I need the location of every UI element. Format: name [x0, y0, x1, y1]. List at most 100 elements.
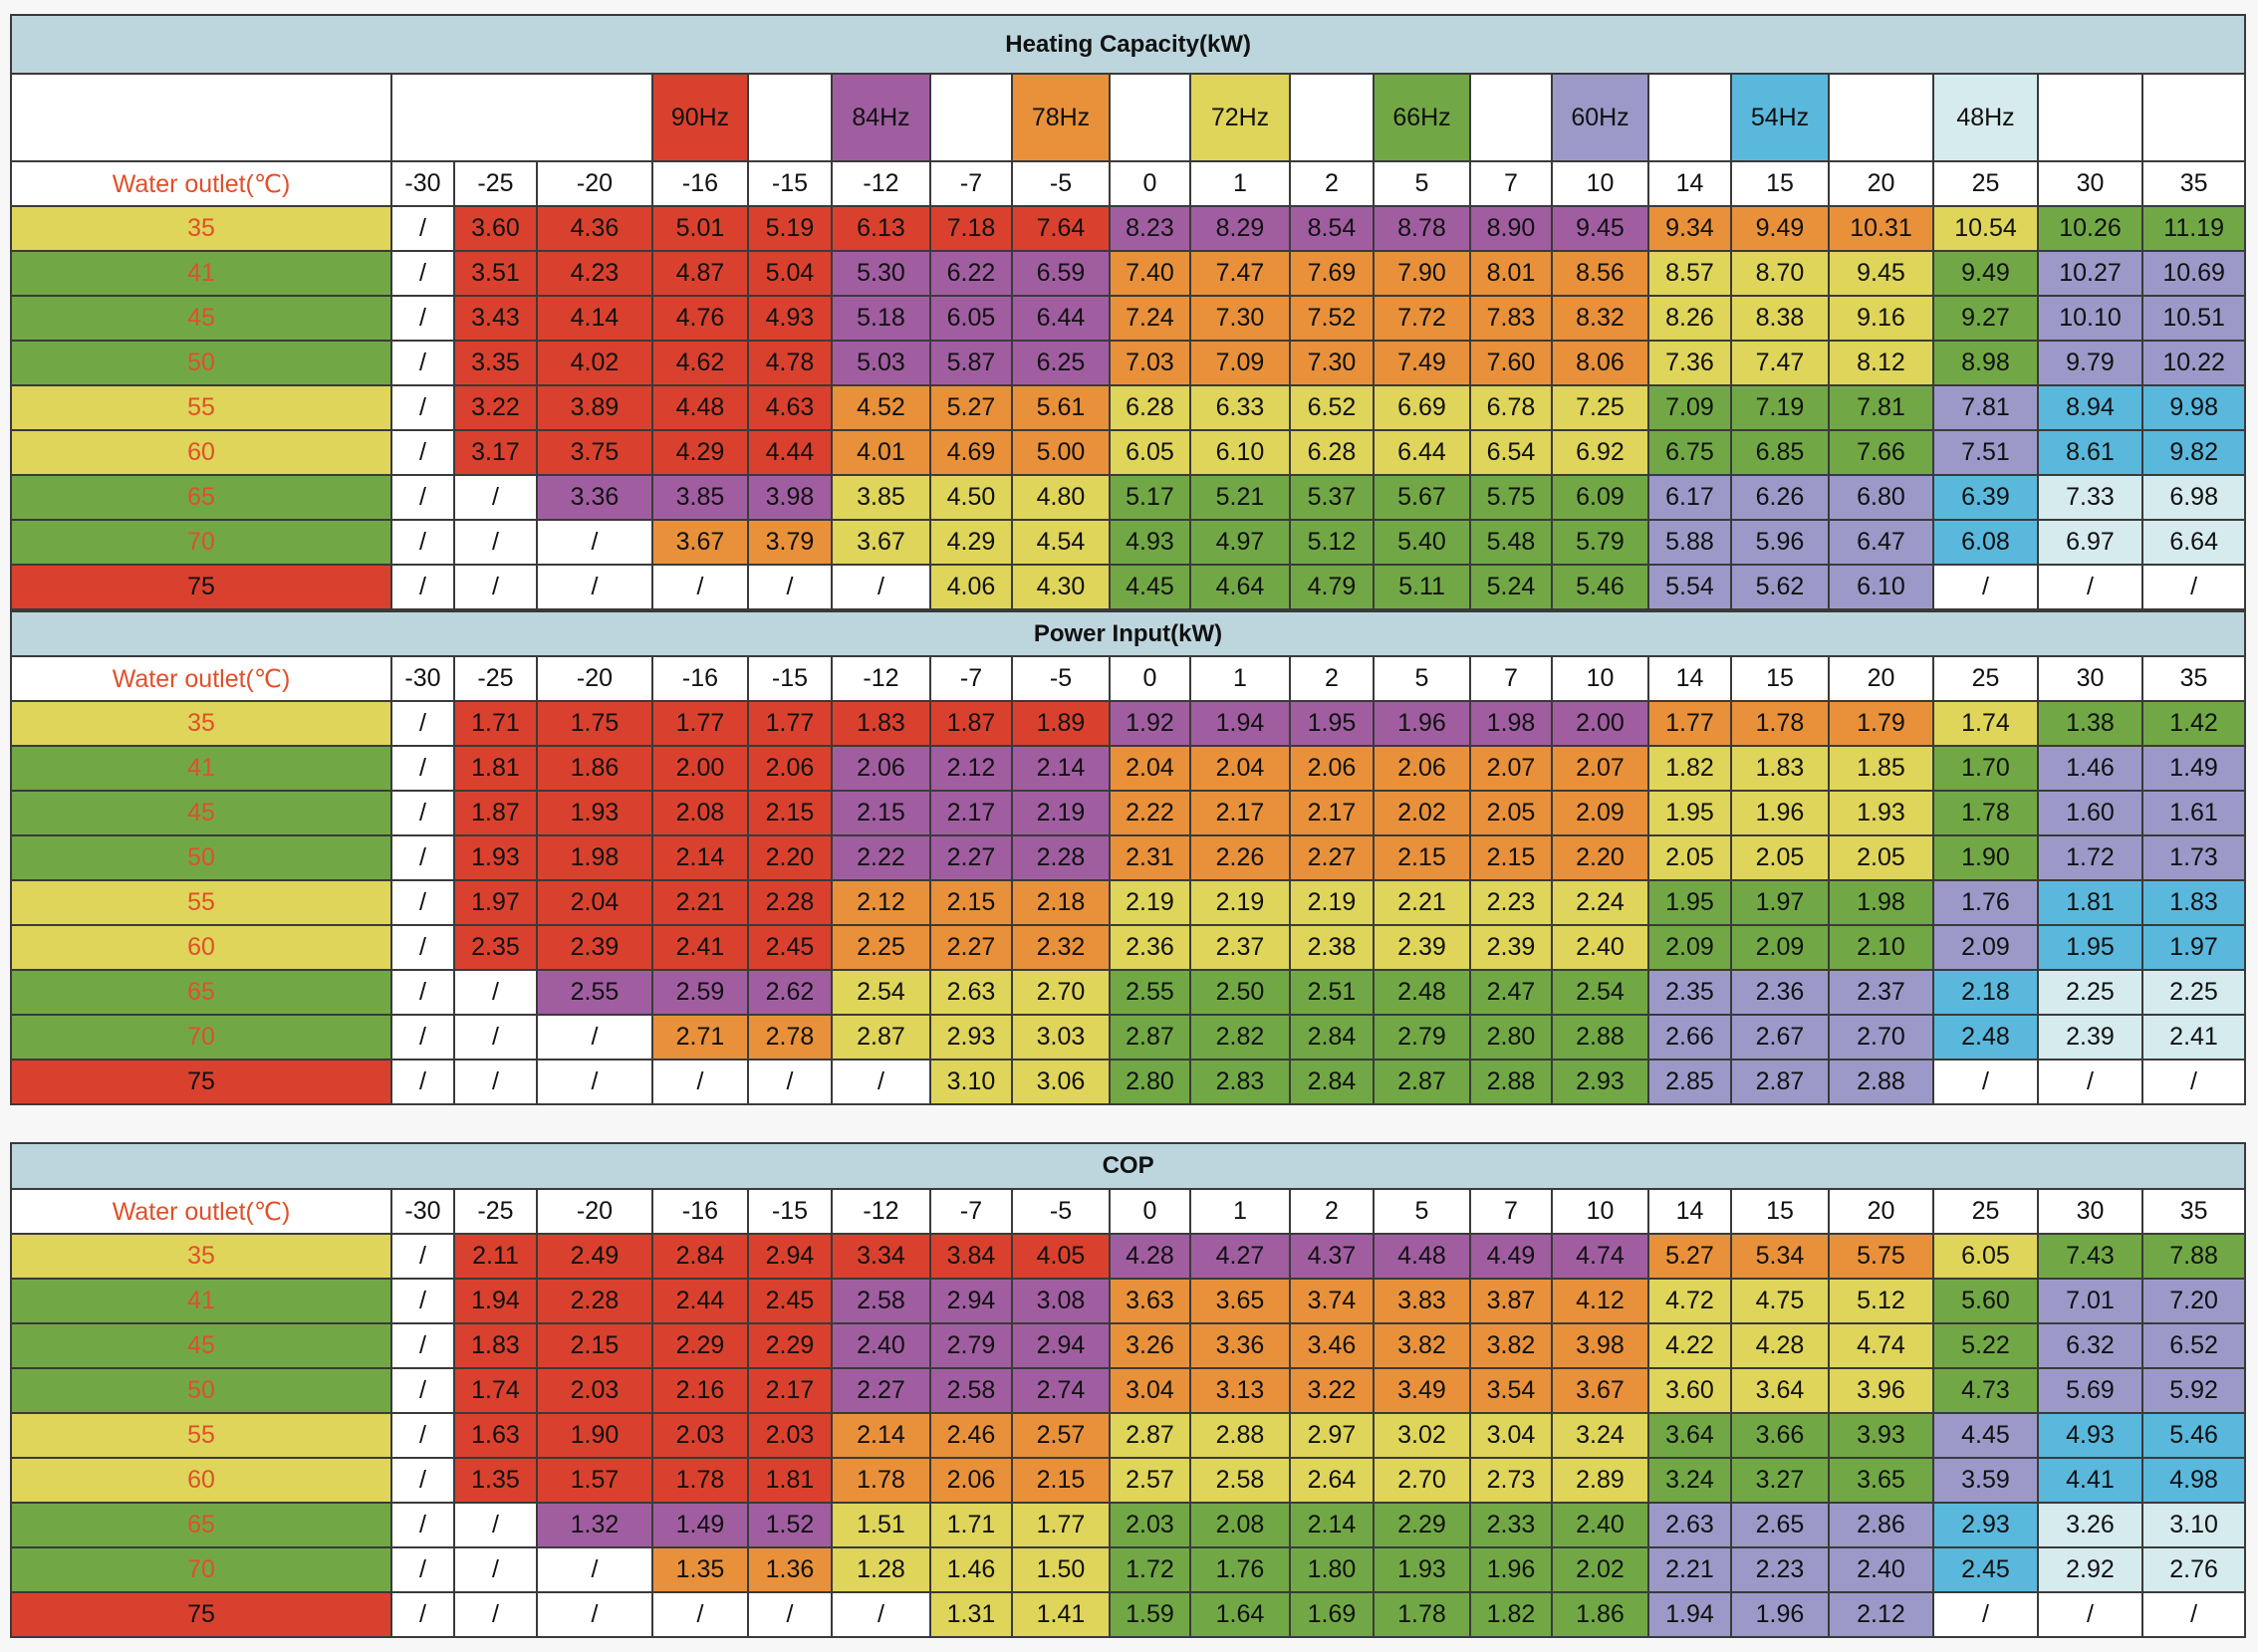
data-cell: 2.57	[1109, 1457, 1191, 1504]
data-cell: 1.35	[453, 1457, 538, 1504]
data-cell: 2.46	[929, 1412, 1013, 1459]
data-cell: 3.67	[831, 519, 931, 566]
table-row: 55/1.63 1.90 2.03 2.03 2.14 2.46 2.57 2.87 2.88 2…	[10, 1412, 2247, 1459]
frequency-label: 54Hz	[1730, 73, 1830, 162]
data-cell: 9.79	[2037, 340, 2143, 386]
data-cell: 2.28	[536, 1278, 653, 1324]
data-cell: 5.27	[929, 384, 1013, 431]
frequency-blank	[2037, 73, 2143, 162]
data-cell: 6.28	[1109, 384, 1191, 431]
data-cell: 6.09	[1551, 474, 1649, 521]
data-cell: 5.01	[651, 205, 749, 252]
ambient-temp-header: 5	[1373, 655, 1471, 702]
data-cell: 2.14	[1289, 1502, 1375, 1548]
data-cell: 2.37	[1828, 969, 1934, 1016]
data-cell: /	[453, 1502, 538, 1548]
data-cell: 2.40	[1551, 924, 1649, 971]
data-cell: /	[390, 834, 455, 881]
data-cell: 5.27	[1647, 1233, 1732, 1280]
ambient-temp-header: 1	[1189, 1188, 1291, 1235]
data-cell: 4.93	[2037, 1412, 2143, 1459]
data-cell: 7.72	[1373, 295, 1471, 342]
data-cell: 7.66	[1828, 429, 1934, 476]
section-title: Power Input(kW)	[9, 610, 2247, 657]
data-cell: 2.70	[1373, 1457, 1471, 1504]
data-cell: 2.86	[1828, 1502, 1934, 1548]
data-cell: 8.32	[1551, 295, 1649, 342]
data-cell: 1.35	[651, 1546, 749, 1593]
water-outlet-label: 70	[10, 1014, 392, 1061]
data-cell: 2.87	[1109, 1412, 1191, 1459]
water-outlet-label: 70	[10, 519, 392, 566]
data-cell: 2.88	[1828, 1059, 1934, 1105]
data-cell: 1.36	[747, 1546, 833, 1593]
data-cell: 3.85	[651, 474, 749, 521]
frequency-blank	[1289, 73, 1375, 162]
data-cell: 1.78	[1730, 700, 1830, 747]
data-cell: 6.32	[2037, 1322, 2143, 1369]
data-cell: 1.41	[1011, 1591, 1111, 1638]
data-cell: 6.28	[1289, 429, 1375, 476]
data-cell: 2.22	[831, 834, 931, 881]
data-cell: 6.05	[1932, 1233, 2039, 1280]
frequency-label: 72Hz	[1189, 73, 1291, 162]
data-cell: 2.65	[1730, 1502, 1830, 1548]
data-cell: 2.03	[536, 1367, 653, 1414]
data-cell: 6.69	[1373, 384, 1471, 431]
data-cell: 4.27	[1189, 1233, 1291, 1280]
data-cell: 2.55	[1109, 969, 1191, 1016]
data-cell: 5.54	[1647, 564, 1732, 610]
data-cell: 3.82	[1373, 1322, 1471, 1369]
data-cell: 3.22	[453, 384, 538, 431]
data-cell: 8.26	[1647, 295, 1732, 342]
data-cell: 5.11	[1373, 564, 1471, 610]
table-row: 35/3.60 4.36 5.01 5.19 6.13 7.18 7.64 8.23 8.29 8…	[10, 205, 2247, 252]
data-cell: /	[390, 564, 455, 610]
data-cell: 1.93	[536, 790, 653, 836]
data-cell: 1.79	[1828, 700, 1934, 747]
data-cell: 7.03	[1109, 340, 1191, 386]
data-cell: 2.12	[929, 745, 1013, 792]
data-cell: 4.29	[651, 429, 749, 476]
ambient-temp-header: 2	[1289, 1188, 1375, 1235]
data-cell: 2.94	[747, 1233, 833, 1280]
data-cell: 1.94	[453, 1278, 538, 1324]
data-cell: /	[390, 250, 455, 297]
water-outlet-label: 41	[10, 250, 392, 297]
data-cell: /	[747, 1591, 833, 1638]
data-cell: 11.19	[2140, 205, 2247, 252]
data-cell: 2.29	[1373, 1502, 1471, 1548]
data-cell: 6.08	[1932, 519, 2039, 566]
data-cell: 2.03	[747, 1412, 833, 1459]
frequency-label: 60Hz	[1551, 73, 1649, 162]
data-cell: 2.25	[831, 924, 931, 971]
data-cell: 6.10	[1828, 564, 1934, 610]
data-cell: 3.27	[1730, 1457, 1830, 1504]
data-cell: 7.64	[1011, 205, 1111, 252]
data-cell: 5.04	[747, 250, 833, 297]
data-cell: 7.30	[1189, 295, 1291, 342]
data-cell: 2.63	[1647, 1502, 1732, 1548]
data-cell: 2.17	[1189, 790, 1291, 836]
data-cell: /	[390, 745, 455, 792]
data-cell: 3.66	[1730, 1412, 1830, 1459]
data-cell: 2.33	[1469, 1502, 1553, 1548]
data-cell: 1.46	[2037, 745, 2143, 792]
data-cell: /	[390, 1412, 455, 1459]
data-cell: /	[536, 519, 653, 566]
water-outlet-label: 45	[10, 295, 392, 342]
water-outlet-label: 41	[10, 1278, 392, 1324]
power-input-table: Power Input(kW) Water outlet(℃) -30 -25 -20-…	[9, 610, 2247, 1105]
data-cell: 3.46	[1289, 1322, 1375, 1369]
data-cell: 7.40	[1109, 250, 1191, 297]
data-cell: 4.49	[1469, 1233, 1553, 1280]
data-cell: 10.10	[2037, 295, 2143, 342]
data-cell: 3.93	[1828, 1412, 1934, 1459]
data-cell: 5.21	[1189, 474, 1291, 521]
data-cell: /	[453, 519, 538, 566]
data-cell: 1.70	[1932, 745, 2039, 792]
data-cell: 1.97	[453, 879, 538, 926]
data-cell: 8.78	[1373, 205, 1471, 252]
data-cell: 2.50	[1189, 969, 1291, 1016]
data-cell: 5.00	[1011, 429, 1111, 476]
